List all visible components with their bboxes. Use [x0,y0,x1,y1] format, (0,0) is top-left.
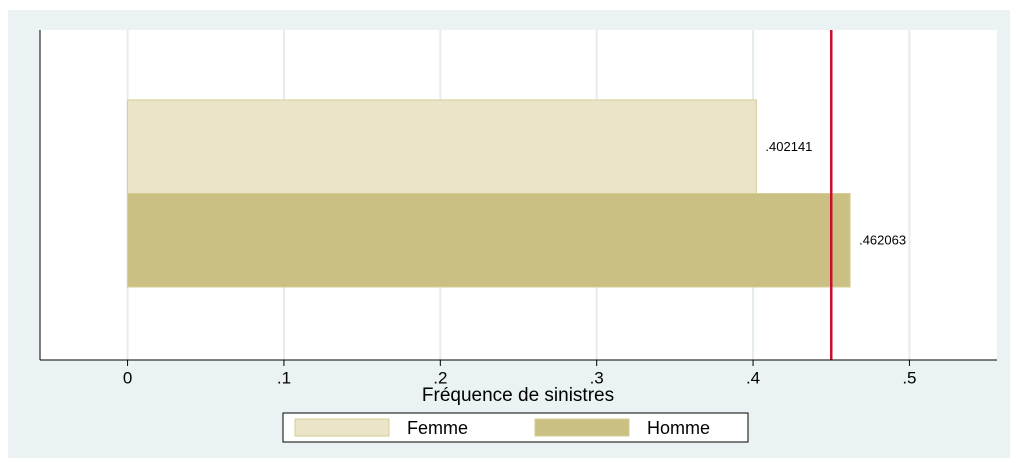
bar [127,193,851,288]
value-label: .462063 [859,233,906,248]
value-label: .402141 [765,139,812,154]
bar [127,99,757,194]
x-tick-label: .4 [746,368,760,387]
legend-swatch [534,418,630,437]
x-tick-label: .2 [433,368,447,387]
x-tick-label: .5 [902,368,916,387]
legend-label: Femme [407,418,468,438]
legend-label: Homme [647,418,710,438]
x-axis-title: Fréquence de sinistres [422,385,614,406]
x-tick-label: .3 [590,368,604,387]
x-tick-label: 0 [123,368,132,387]
legend-swatch [294,418,390,437]
x-tick-label: .1 [277,368,291,387]
